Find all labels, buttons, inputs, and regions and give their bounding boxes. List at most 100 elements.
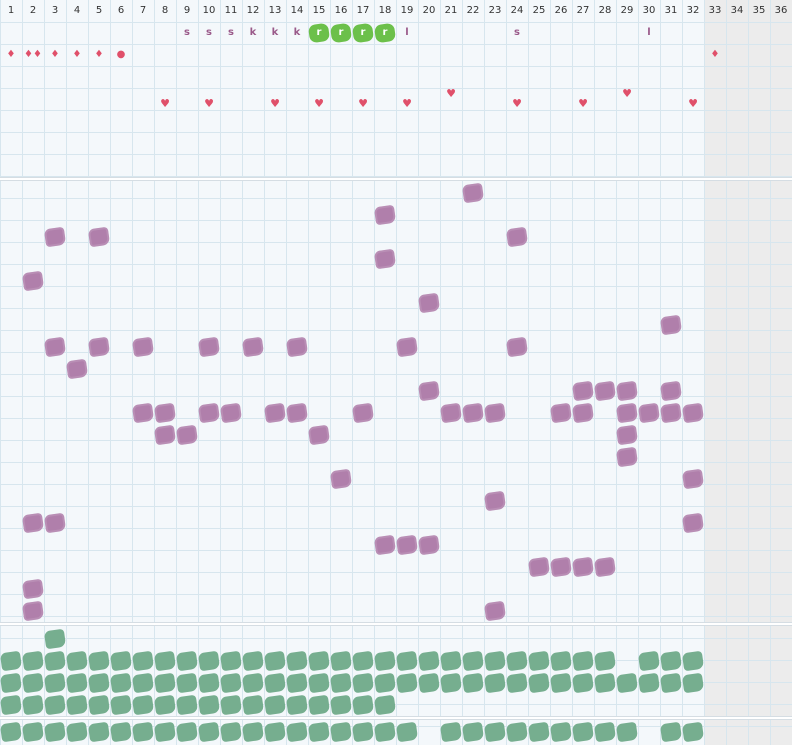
green-mark[interactable]: [483, 721, 507, 743]
day-number[interactable]: 34: [730, 5, 744, 16]
purple-mark[interactable]: [131, 402, 155, 424]
day-number[interactable]: 23: [488, 5, 502, 16]
green-mark[interactable]: [241, 650, 265, 672]
green-mark[interactable]: [659, 672, 683, 694]
purple-mark[interactable]: [373, 204, 397, 226]
green-mark[interactable]: [351, 694, 375, 716]
green-mark[interactable]: [351, 672, 375, 694]
flow-drop-icon[interactable]: ♦: [94, 49, 104, 60]
day-number[interactable]: 19: [400, 5, 414, 16]
purple-mark[interactable]: [417, 380, 441, 402]
green-mark[interactable]: [263, 721, 287, 743]
green-mark[interactable]: [21, 650, 45, 672]
day-number[interactable]: 36: [774, 5, 788, 16]
green-mark[interactable]: [307, 721, 331, 743]
day-number[interactable]: 26: [554, 5, 568, 16]
purple-mark[interactable]: [681, 512, 705, 534]
green-mark[interactable]: [373, 650, 397, 672]
purple-mark[interactable]: [681, 468, 705, 490]
green-mark[interactable]: [373, 721, 397, 743]
green-mark[interactable]: [527, 721, 551, 743]
purple-mark[interactable]: [571, 402, 595, 424]
day-number[interactable]: 4: [73, 5, 81, 16]
purple-mark[interactable]: [395, 336, 419, 358]
green-mark[interactable]: [65, 672, 89, 694]
green-mark[interactable]: [527, 672, 551, 694]
green-mark[interactable]: [153, 672, 177, 694]
purple-mark[interactable]: [571, 556, 595, 578]
green-mark[interactable]: [593, 721, 617, 743]
green-mark[interactable]: [329, 694, 353, 716]
symptom-letter[interactable]: s: [514, 27, 520, 38]
purple-mark[interactable]: [373, 534, 397, 556]
day-number[interactable]: 12: [246, 5, 260, 16]
day-number[interactable]: 24: [510, 5, 524, 16]
purple-mark[interactable]: [505, 226, 529, 248]
green-mark[interactable]: [439, 721, 463, 743]
green-mark[interactable]: [241, 721, 265, 743]
symptom-letter[interactable]: k: [293, 27, 301, 38]
highlight-letter-mark[interactable]: r: [351, 22, 375, 44]
day-number[interactable]: 1: [7, 5, 15, 16]
green-mark[interactable]: [483, 672, 507, 694]
green-mark[interactable]: [65, 721, 89, 743]
green-mark[interactable]: [0, 694, 23, 716]
green-mark[interactable]: [109, 694, 133, 716]
green-mark[interactable]: [461, 721, 485, 743]
green-mark[interactable]: [219, 650, 243, 672]
green-mark[interactable]: [285, 650, 309, 672]
green-mark[interactable]: [417, 672, 441, 694]
green-mark[interactable]: [65, 694, 89, 716]
symptom-letter[interactable]: k: [271, 27, 279, 38]
green-mark[interactable]: [549, 721, 573, 743]
purple-mark[interactable]: [21, 578, 45, 600]
green-mark[interactable]: [21, 672, 45, 694]
green-mark[interactable]: [263, 672, 287, 694]
green-mark[interactable]: [87, 650, 111, 672]
green-mark[interactable]: [21, 694, 45, 716]
green-mark[interactable]: [43, 721, 67, 743]
day-number[interactable]: 7: [139, 5, 147, 16]
green-mark[interactable]: [197, 694, 221, 716]
green-mark[interactable]: [329, 672, 353, 694]
symptom-letter[interactable]: l: [405, 27, 409, 38]
purple-mark[interactable]: [175, 424, 199, 446]
purple-mark[interactable]: [417, 292, 441, 314]
green-mark[interactable]: [241, 672, 265, 694]
green-mark[interactable]: [131, 672, 155, 694]
heart-icon[interactable]: ♥: [512, 97, 522, 110]
purple-mark[interactable]: [439, 402, 463, 424]
purple-mark[interactable]: [527, 556, 551, 578]
symptom-letter[interactable]: s: [184, 27, 190, 38]
day-number[interactable]: 29: [620, 5, 634, 16]
green-mark[interactable]: [0, 650, 23, 672]
heart-icon[interactable]: ♥: [204, 97, 214, 110]
day-number[interactable]: 28: [598, 5, 612, 16]
day-number[interactable]: 8: [161, 5, 169, 16]
green-mark[interactable]: [681, 672, 705, 694]
green-mark[interactable]: [307, 672, 331, 694]
green-mark[interactable]: [351, 650, 375, 672]
day-number[interactable]: 13: [268, 5, 282, 16]
green-mark[interactable]: [615, 672, 639, 694]
green-mark[interactable]: [43, 628, 67, 650]
green-mark[interactable]: [615, 721, 639, 743]
purple-mark[interactable]: [593, 556, 617, 578]
green-mark[interactable]: [197, 672, 221, 694]
green-mark[interactable]: [681, 721, 705, 743]
green-mark[interactable]: [153, 721, 177, 743]
purple-mark[interactable]: [483, 490, 507, 512]
green-mark[interactable]: [175, 694, 199, 716]
purple-mark[interactable]: [417, 534, 441, 556]
green-mark[interactable]: [329, 650, 353, 672]
green-mark[interactable]: [109, 672, 133, 694]
purple-mark[interactable]: [131, 336, 155, 358]
green-mark[interactable]: [43, 694, 67, 716]
day-number[interactable]: 31: [664, 5, 678, 16]
green-mark[interactable]: [461, 650, 485, 672]
heart-icon[interactable]: ♥: [402, 97, 412, 110]
day-number[interactable]: 18: [378, 5, 392, 16]
purple-mark[interactable]: [241, 336, 265, 358]
green-mark[interactable]: [351, 721, 375, 743]
purple-mark[interactable]: [197, 402, 221, 424]
